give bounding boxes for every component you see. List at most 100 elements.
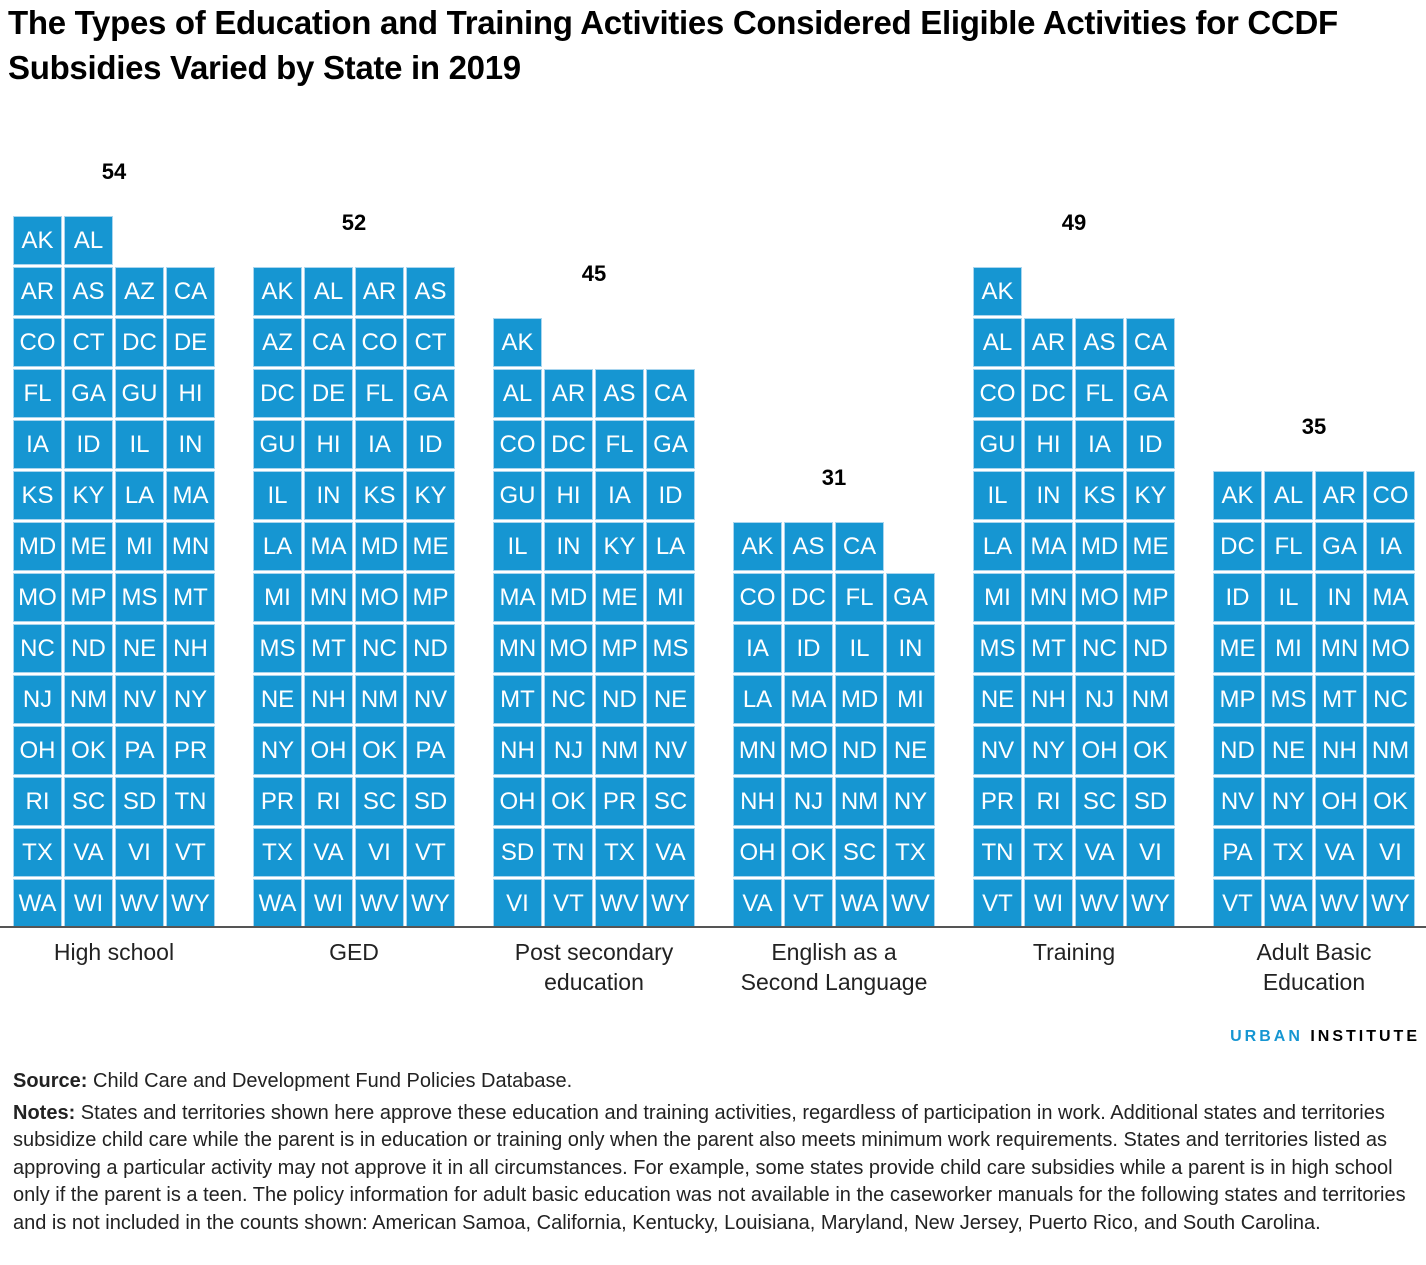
category-label-line: Education [1262,969,1366,995]
state-tile: VI [494,880,541,927]
state-tile: DC [116,319,163,366]
category-label: Post secondary education [479,937,709,997]
state-tile: IL [116,421,163,468]
state-tile: SD [116,778,163,825]
state-tile: ME [1127,523,1174,570]
state-tile: MP [1127,574,1174,621]
state-tile: MO [545,625,592,672]
state-tile: FL [1265,523,1312,570]
state-tile: ME [596,574,643,621]
state-tile: NM [65,676,112,723]
state-tile: PR [167,727,214,774]
state-tile: IN [545,523,592,570]
state-tile: NV [407,676,454,723]
state-tile: VT [167,829,214,876]
state-tile: AK [734,523,781,570]
state-tile: GA [407,370,454,417]
state-tile: VI [356,829,403,876]
state-tile: AR [1316,472,1363,519]
state-tile: IL [836,625,883,672]
state-tile: NM [596,727,643,774]
state-tile: ID [407,421,454,468]
state-tile: IL [254,472,301,519]
state-tile: CA [1127,319,1174,366]
state-tile: PA [116,727,163,774]
state-tile: MT [494,676,541,723]
state-tile: DC [545,421,592,468]
category-label: English as a Second Language [719,937,949,997]
state-tile: VT [407,829,454,876]
state-tile: NC [1076,625,1123,672]
source-text: Child Care and Development Fund Policies… [87,1070,573,1092]
state-tile: MA [305,523,352,570]
state-tile: WY [1367,880,1414,927]
category-label-line: High school [53,939,175,965]
state-tile: NH [167,625,214,672]
state-tile: LA [647,523,694,570]
state-tile: VA [1076,829,1123,876]
state-tile: NY [1025,727,1072,774]
state-tile: TN [974,829,1021,876]
state-tile: NH [1316,727,1363,774]
state-tile: GU [254,421,301,468]
state-tile: IA [356,421,403,468]
state-tile: CO [356,319,403,366]
state-tile: TX [254,829,301,876]
state-tile: MD [14,523,61,570]
state-tile: TN [545,829,592,876]
state-tile: FL [1076,370,1123,417]
state-tile: AK [974,268,1021,315]
state-tile: NC [14,625,61,672]
state-tile: NE [974,676,1021,723]
count-label: 52 [341,210,367,235]
state-tile: NE [887,727,934,774]
state-tile: RI [14,778,61,825]
state-tile: MO [356,574,403,621]
state-tile: ID [785,625,832,672]
state-tile: KY [1127,472,1174,519]
source-label: Source: [13,1070,88,1092]
state-tile: TX [1265,829,1312,876]
state-tile: WV [887,880,934,927]
category-label-line: Second Language [740,969,928,995]
state-tile: GU [494,472,541,519]
state-tile: PA [407,727,454,774]
state-tile: MS [254,625,301,672]
state-tile: ID [65,421,112,468]
state-tile: GA [887,574,934,621]
state-tile: IA [14,421,61,468]
state-tile: FL [14,370,61,417]
state-tile: TN [167,778,214,825]
notes-label: Notes: [13,1101,76,1124]
state-tile: SC [356,778,403,825]
count-label: 35 [1301,414,1327,439]
state-tile: WV [1076,880,1123,927]
source-line: Source: Child Care and Development Fund … [13,1068,1413,1096]
state-tile: HI [167,370,214,417]
state-tile: ND [407,625,454,672]
state-tile: NJ [14,676,61,723]
state-tile: ME [65,523,112,570]
state-tile: GA [1316,523,1363,570]
state-tile: AS [596,370,643,417]
state-tile: OK [65,727,112,774]
state-tile: MA [167,472,214,519]
state-tile: MD [545,574,592,621]
state-tile: NM [1367,727,1414,774]
state-tile: MA [785,676,832,723]
state-tile: CO [974,370,1021,417]
category-label-line: Adult Basic [1256,939,1372,965]
state-tile: WV [356,880,403,927]
state-tile: WV [116,880,163,927]
state-tile: MD [836,676,883,723]
state-tile: DC [1214,523,1261,570]
state-tile: IN [1316,574,1363,621]
state-tile: IN [305,472,352,519]
baseline [0,926,1426,928]
state-tile: AK [254,268,301,315]
state-tile: IA [1367,523,1414,570]
state-tile: ID [647,472,694,519]
category-label-line: Post secondary [514,939,674,965]
state-tile: IN [887,625,934,672]
state-tile: NM [836,778,883,825]
